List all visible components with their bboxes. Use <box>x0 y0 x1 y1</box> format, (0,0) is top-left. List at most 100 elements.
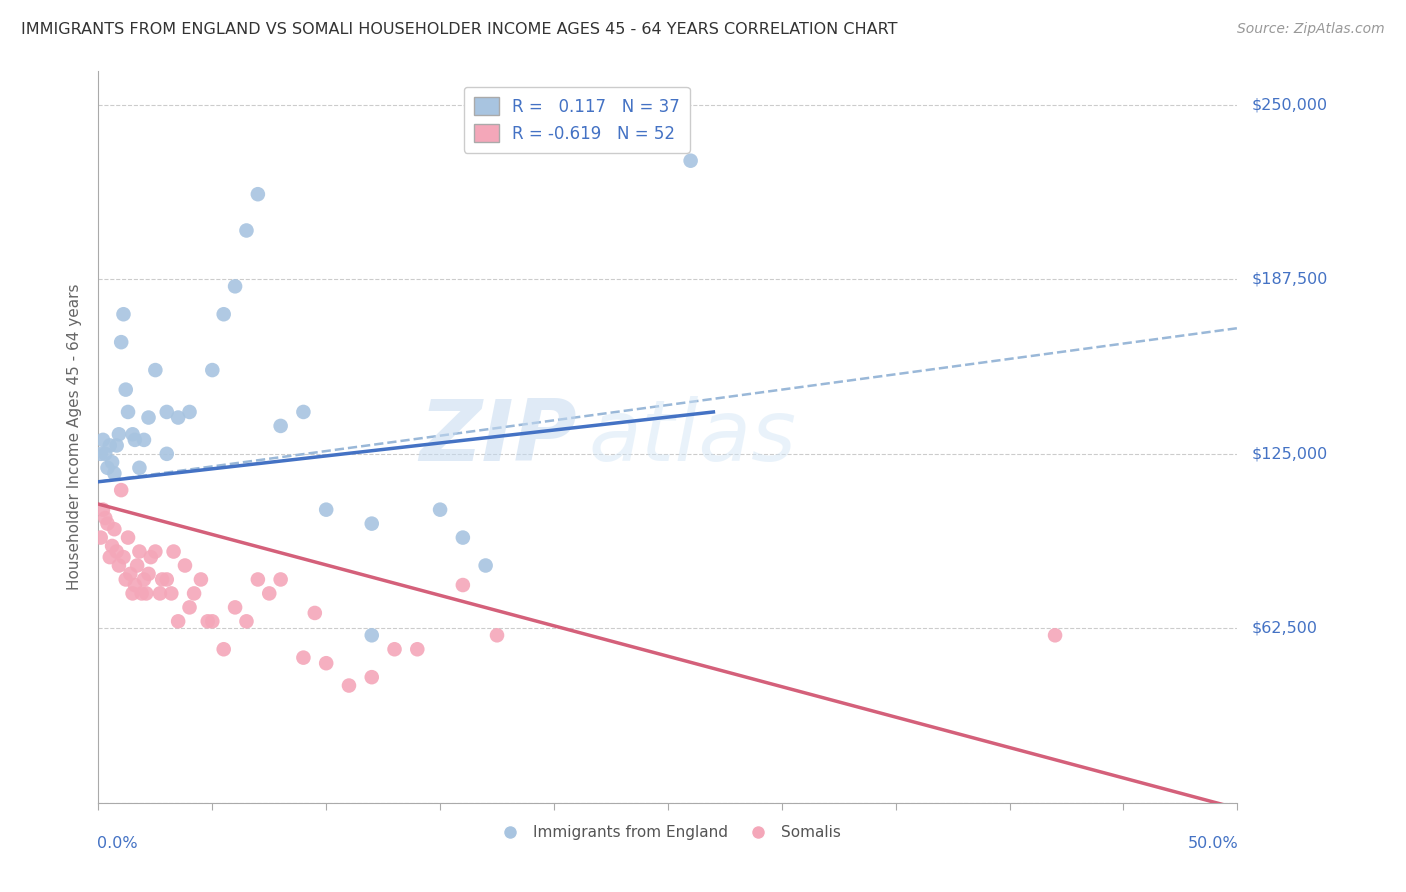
Point <box>108 427 131 442</box>
Point <box>90 447 112 461</box>
Point <box>114 383 136 397</box>
Point <box>117 531 139 545</box>
Point <box>360 670 382 684</box>
Y-axis label: Householder Income Ages 45 - 64 years: Householder Income Ages 45 - 64 years <box>67 284 83 591</box>
Point <box>135 586 157 600</box>
Point <box>127 558 149 573</box>
Point <box>183 586 205 600</box>
Point <box>162 544 184 558</box>
Point <box>160 586 183 600</box>
Text: $250,000: $250,000 <box>1251 97 1327 112</box>
Point <box>315 657 337 671</box>
Text: atlas: atlas <box>588 395 796 479</box>
Point <box>384 642 406 657</box>
Point <box>360 516 382 531</box>
Point <box>270 418 292 433</box>
Point <box>114 573 136 587</box>
Point <box>96 460 118 475</box>
Point <box>131 586 153 600</box>
Point <box>246 573 269 587</box>
Text: $187,500: $187,500 <box>1251 272 1327 287</box>
Point <box>112 550 135 565</box>
Text: Source: ZipAtlas.com: Source: ZipAtlas.com <box>1237 22 1385 37</box>
Text: ZIP: ZIP <box>419 395 576 479</box>
Point <box>124 578 146 592</box>
Point <box>179 405 201 419</box>
Point <box>259 586 281 600</box>
Point <box>337 679 360 693</box>
Point <box>212 307 235 321</box>
Point <box>132 573 155 587</box>
Text: $125,000: $125,000 <box>1251 446 1327 461</box>
Text: 0.0%: 0.0% <box>97 836 138 851</box>
Point <box>156 573 179 587</box>
Point <box>235 615 257 629</box>
Point <box>270 573 292 587</box>
Point <box>101 539 124 553</box>
Point <box>292 405 315 419</box>
Point <box>156 447 179 461</box>
Point <box>304 606 326 620</box>
Point <box>429 502 451 516</box>
Point <box>145 363 167 377</box>
Point <box>201 363 224 377</box>
Point <box>124 433 146 447</box>
Point <box>224 600 246 615</box>
Point <box>91 433 114 447</box>
Text: IMMIGRANTS FROM ENGLAND VS SOMALI HOUSEHOLDER INCOME AGES 45 - 64 YEARS CORRELAT: IMMIGRANTS FROM ENGLAND VS SOMALI HOUSEH… <box>21 22 897 37</box>
Point <box>98 438 121 452</box>
Point <box>197 615 219 629</box>
Point <box>94 447 117 461</box>
Point <box>117 405 139 419</box>
Point <box>139 550 162 565</box>
Point <box>94 511 117 525</box>
Point <box>128 544 150 558</box>
Point <box>105 544 128 558</box>
Point <box>96 516 118 531</box>
Point <box>167 615 190 629</box>
Point <box>201 615 224 629</box>
Point <box>149 586 172 600</box>
Point <box>103 467 125 481</box>
Point <box>679 153 702 168</box>
Point <box>128 460 150 475</box>
Point <box>486 628 509 642</box>
Point <box>138 566 160 581</box>
Point <box>110 335 132 350</box>
Point <box>212 642 235 657</box>
Point <box>156 405 179 419</box>
Point <box>98 550 121 565</box>
Point <box>451 531 474 545</box>
Legend: Immigrants from England, Somalis: Immigrants from England, Somalis <box>488 819 848 847</box>
Point <box>315 502 337 516</box>
Text: $62,500: $62,500 <box>1251 621 1317 636</box>
Text: 50.0%: 50.0% <box>1188 836 1239 851</box>
Point <box>91 502 114 516</box>
Point <box>108 558 131 573</box>
Point <box>292 650 315 665</box>
Point <box>90 531 112 545</box>
Point <box>406 642 429 657</box>
Point <box>132 433 155 447</box>
Point <box>246 187 269 202</box>
Point <box>138 410 160 425</box>
Point <box>224 279 246 293</box>
Point <box>121 427 143 442</box>
Point <box>1043 628 1066 642</box>
Point <box>145 544 167 558</box>
Point <box>179 600 201 615</box>
Point <box>105 438 128 452</box>
Point <box>121 586 143 600</box>
Point <box>474 558 496 573</box>
Point <box>103 522 125 536</box>
Point <box>150 573 173 587</box>
Point <box>167 410 190 425</box>
Point <box>120 566 142 581</box>
Point <box>235 223 257 237</box>
Point <box>360 628 382 642</box>
Point <box>101 455 124 469</box>
Point <box>110 483 132 497</box>
Point <box>112 307 135 321</box>
Point <box>451 578 474 592</box>
Point <box>174 558 197 573</box>
